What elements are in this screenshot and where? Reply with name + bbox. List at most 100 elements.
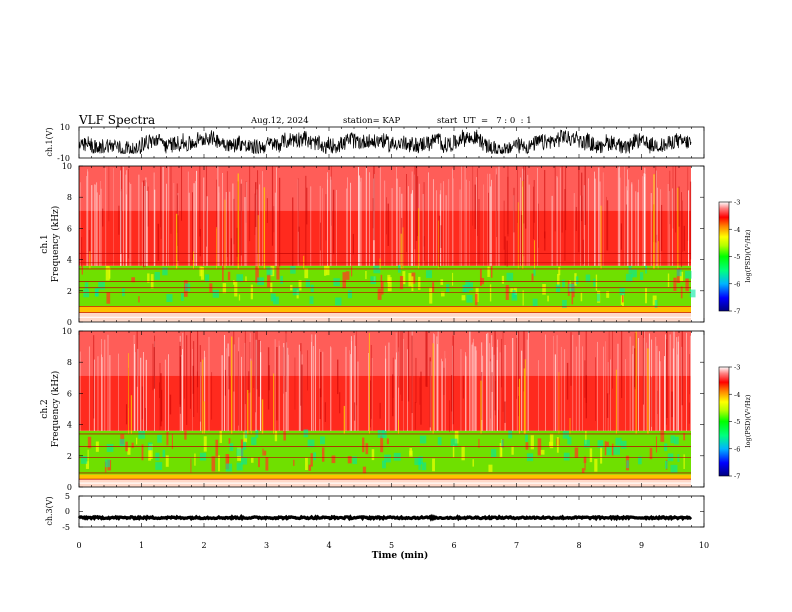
spectrogram-cyan-patch xyxy=(98,281,105,290)
spectrogram-band-patch xyxy=(440,279,444,285)
ch2-colorbar: -3 -4 -5 -6 -7 log(PSD)(V²/Hz) xyxy=(718,364,752,481)
spectrogram-cyan-patch xyxy=(593,278,596,287)
ch3-ytick-top: 5 xyxy=(65,492,70,501)
spectrogram-band-patch xyxy=(331,455,336,464)
ch1-waveform-ylabel: ch.1(V) xyxy=(45,127,54,156)
spectrogram-cyan-patch xyxy=(685,270,692,279)
spectrogram-band-patch xyxy=(537,438,542,456)
spectrogram-cyan-patch xyxy=(562,279,565,288)
colorbar-tick-label: -3 xyxy=(734,199,740,207)
x-tick-label: 9 xyxy=(639,541,644,550)
spectrogram-band-patch xyxy=(418,276,421,290)
spectrogram-cyan-patch xyxy=(596,293,600,302)
spectrogram-band-patch xyxy=(478,438,480,449)
spectrogram-band-patch xyxy=(283,430,286,441)
x-tick-label: 0 xyxy=(76,541,81,550)
spectrogram-band-patch xyxy=(645,287,647,304)
spectrogram-band-patch xyxy=(245,276,247,282)
spectrogram-cyan-patch xyxy=(352,456,357,465)
spectrogram-cyan-patch xyxy=(670,435,675,444)
spectrogram-band-patch xyxy=(589,448,593,463)
spectrogram-band-patch xyxy=(611,443,614,456)
spectrogram-cyan-patch xyxy=(567,436,572,445)
spectrogram-band-patch xyxy=(679,271,684,282)
ch3-waveform-panel: 5 0 -5 ch.3(V) xyxy=(45,492,705,532)
ch1-colorbar: -3 -4 -5 -6 -7 log(PSD)(V²/Hz) xyxy=(718,199,752,316)
spectrogram-cyan-patch xyxy=(280,275,283,284)
spectrogram-band-patch xyxy=(581,468,585,474)
spectrogram-cyan-patch xyxy=(491,449,497,457)
ch2-spectrogram-ytick-labels: 0 2 4 6 8 10 xyxy=(62,327,704,492)
spectrogram-cyan-patch xyxy=(615,437,622,446)
spectrogram-band-patch xyxy=(263,450,267,456)
spectrogram-cyan-patch xyxy=(468,282,474,291)
spectrogram-cyan-patch xyxy=(212,289,219,298)
spectrogram-band-patch xyxy=(305,457,308,471)
spectrogram-cyan-patch xyxy=(393,452,401,461)
spectrogram-cyan-patch xyxy=(292,287,300,296)
spectrogram-band-patch xyxy=(479,268,482,286)
spectrogram-cyan-patch xyxy=(664,460,668,469)
spectrogram-band-patch xyxy=(234,281,238,297)
spectrogram-cyan-patch xyxy=(320,436,325,445)
spectrogram-band-patch xyxy=(461,295,466,301)
spectrogram-band-patch xyxy=(621,294,624,303)
spectrogram-band-patch xyxy=(87,436,92,449)
spectrogram-upper-pale-region xyxy=(79,166,691,211)
spectrogram-cyan-patch xyxy=(236,274,244,283)
ch1-ytick-top: 10 xyxy=(60,123,70,132)
spectrogram-band-patch xyxy=(222,265,224,281)
spectrogram-cyan-patch xyxy=(689,289,696,298)
colorbar-tick-label: -4 xyxy=(734,391,740,399)
spectrogram-band-patch xyxy=(194,453,196,466)
spectrogram-cyan-patch xyxy=(310,284,314,293)
spectrogram-band-patch xyxy=(365,443,369,455)
spectrogram-band-patch xyxy=(522,290,524,306)
spectrogram-band-patch xyxy=(171,434,173,449)
x-tick-label: 1 xyxy=(139,541,144,550)
spectrogram-band-patch xyxy=(606,441,609,447)
spectrogram-ytick-label: 0 xyxy=(67,483,72,492)
colorbar-tick-label: -4 xyxy=(734,226,740,234)
ch1-waveform-ticks xyxy=(78,127,705,158)
spectrogram-cyan-patch xyxy=(464,285,470,293)
spectrogram-band-patch xyxy=(131,277,136,283)
spectrogram-cyan-patch xyxy=(584,439,590,448)
spectrogram-band-patch xyxy=(308,464,312,471)
ch3-ytick-middle: 0 xyxy=(65,507,70,516)
station-label: station= KAP xyxy=(343,116,401,126)
spectrogram-cyan-patch xyxy=(205,274,210,283)
spectrogram-cyan-patch xyxy=(106,444,114,452)
spectrogram-cyan-patch xyxy=(414,457,421,466)
ch3-waveform-trace xyxy=(77,495,704,528)
ch3-waveform-frame xyxy=(78,495,705,528)
spectrogram-band-patch xyxy=(326,265,330,276)
date-label: Aug.12, 2024 xyxy=(251,116,309,126)
x-tick-label: 6 xyxy=(451,541,456,550)
ch2-spectrogram-image xyxy=(79,331,692,487)
ch2-spectrogram-panel: 0 2 4 6 8 10 ch.2 Frequency (kHz) xyxy=(40,327,705,492)
spectrogram-band-patch xyxy=(377,288,382,300)
spectrogram-cyan-patch xyxy=(555,284,561,293)
spectrogram-band-patch xyxy=(655,436,658,453)
spectrogram-cyan-patch xyxy=(333,278,340,287)
spectrogram-cyan-patch xyxy=(654,299,658,308)
spectrogram-band-patch xyxy=(600,446,603,464)
spectrogram-band-patch xyxy=(667,273,670,288)
spectrogram-band-patch xyxy=(387,274,391,284)
spectrogram-band-patch xyxy=(351,266,353,277)
spectrogram-band-patch xyxy=(487,266,490,277)
spectrogram-band-patch xyxy=(81,265,83,275)
spectrogram-cyan-patch xyxy=(119,438,125,447)
ch1-spectrogram-ytick-labels: 0 2 4 6 8 10 xyxy=(62,162,704,327)
spectrogram-cyan-patch xyxy=(562,299,567,308)
spectrogram-band-patch xyxy=(490,265,493,278)
spectrogram-cyan-patch xyxy=(155,462,163,470)
spectrogram-cyan-patch xyxy=(625,273,633,282)
spectrogram-band-patch xyxy=(200,266,204,280)
spectrogram-band-patch xyxy=(452,444,455,458)
spectrogram-band-patch xyxy=(324,265,327,276)
spectrogram-upper-pale-region xyxy=(79,331,691,376)
spectrogram-band-patch xyxy=(298,280,302,291)
